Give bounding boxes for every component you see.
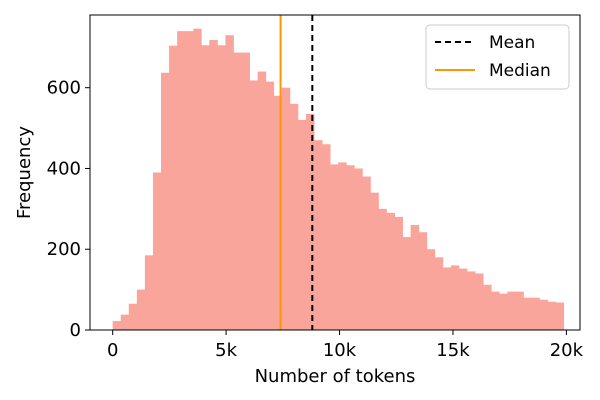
histogram-bar bbox=[354, 168, 363, 330]
histogram-bar bbox=[112, 321, 122, 330]
histogram-bar bbox=[322, 144, 331, 330]
histogram-bar bbox=[483, 284, 492, 330]
histogram-bar bbox=[241, 52, 250, 331]
histogram-bar bbox=[314, 140, 323, 330]
histogram-bar bbox=[128, 303, 138, 330]
histogram-bar bbox=[523, 297, 532, 330]
histogram-bar bbox=[410, 225, 420, 330]
histogram-bar bbox=[161, 72, 170, 330]
histogram-bar bbox=[402, 237, 412, 330]
x-axis-ticks: 0 5k 10k 15k 20k bbox=[107, 330, 584, 361]
histogram-bar bbox=[120, 314, 130, 330]
histogram-bar bbox=[555, 302, 565, 330]
histogram-bar bbox=[193, 28, 202, 330]
y-tick-label: 400 bbox=[47, 158, 81, 179]
histogram-bar bbox=[418, 232, 428, 330]
histogram-bar bbox=[289, 103, 299, 330]
histogram-bar bbox=[177, 31, 186, 331]
histogram-bar bbox=[386, 212, 395, 330]
histogram-bar bbox=[144, 255, 154, 330]
histogram-bar bbox=[265, 81, 275, 330]
histogram-bar bbox=[169, 45, 178, 330]
legend: Mean Median bbox=[425, 24, 570, 90]
histogram-bar bbox=[426, 249, 436, 330]
legend-median-label: Median bbox=[489, 61, 551, 81]
histogram-bar bbox=[281, 87, 291, 330]
histogram-bar bbox=[136, 289, 146, 330]
histogram-bar bbox=[338, 162, 347, 330]
histogram-bar bbox=[547, 301, 557, 330]
histogram-bar bbox=[434, 257, 444, 330]
histogram-bar bbox=[217, 45, 226, 331]
histogram-bar bbox=[152, 172, 162, 330]
plot-frame bbox=[89, 14, 581, 331]
bars-group bbox=[112, 28, 565, 331]
histogram-bar bbox=[394, 216, 404, 330]
histogram-bar bbox=[297, 120, 307, 330]
histogram-bar bbox=[515, 291, 524, 330]
histogram-bar bbox=[185, 31, 194, 331]
histogram-bar bbox=[249, 80, 259, 330]
histogram-bar bbox=[362, 176, 371, 330]
histogram-bar bbox=[225, 35, 234, 330]
histogram-bar bbox=[499, 293, 508, 330]
histogram-bar bbox=[273, 95, 283, 331]
x-tick-label: 10k bbox=[323, 340, 357, 361]
histogram-bar bbox=[450, 265, 460, 330]
histogram-bar bbox=[257, 71, 267, 331]
histogram-bar bbox=[370, 192, 379, 330]
histogram-bar bbox=[346, 165, 355, 330]
legend-mean-label: Mean bbox=[489, 33, 535, 53]
histogram-bar bbox=[539, 299, 548, 330]
histogram-bar bbox=[378, 208, 387, 330]
y-axis-label: Frequency bbox=[14, 126, 35, 219]
histogram-bar bbox=[330, 164, 339, 330]
histogram-bar bbox=[305, 113, 315, 330]
x-tick-label: 20k bbox=[550, 340, 584, 361]
y-axis-ticks: 0 200 400 600 bbox=[47, 78, 90, 341]
histogram-bar bbox=[209, 40, 218, 331]
histogram-bar bbox=[201, 45, 210, 331]
histogram-bar bbox=[475, 273, 484, 330]
y-tick-label: 600 bbox=[47, 78, 81, 99]
histogram-bar bbox=[507, 291, 516, 330]
histogram-bar bbox=[531, 297, 540, 330]
histogram-bar bbox=[458, 268, 468, 330]
x-tick-label: 5k bbox=[215, 340, 237, 361]
legend-box bbox=[425, 24, 570, 90]
histogram-bar bbox=[467, 271, 476, 330]
y-tick-label: 200 bbox=[47, 239, 81, 260]
x-tick-label: 15k bbox=[436, 340, 470, 361]
x-tick-label: 0 bbox=[107, 340, 118, 361]
histogram-bar bbox=[442, 267, 452, 330]
histogram-bar bbox=[233, 52, 242, 331]
y-tick-label: 0 bbox=[70, 320, 81, 341]
x-axis-label: Number of tokens bbox=[255, 366, 416, 387]
histogram-bar bbox=[491, 291, 500, 330]
